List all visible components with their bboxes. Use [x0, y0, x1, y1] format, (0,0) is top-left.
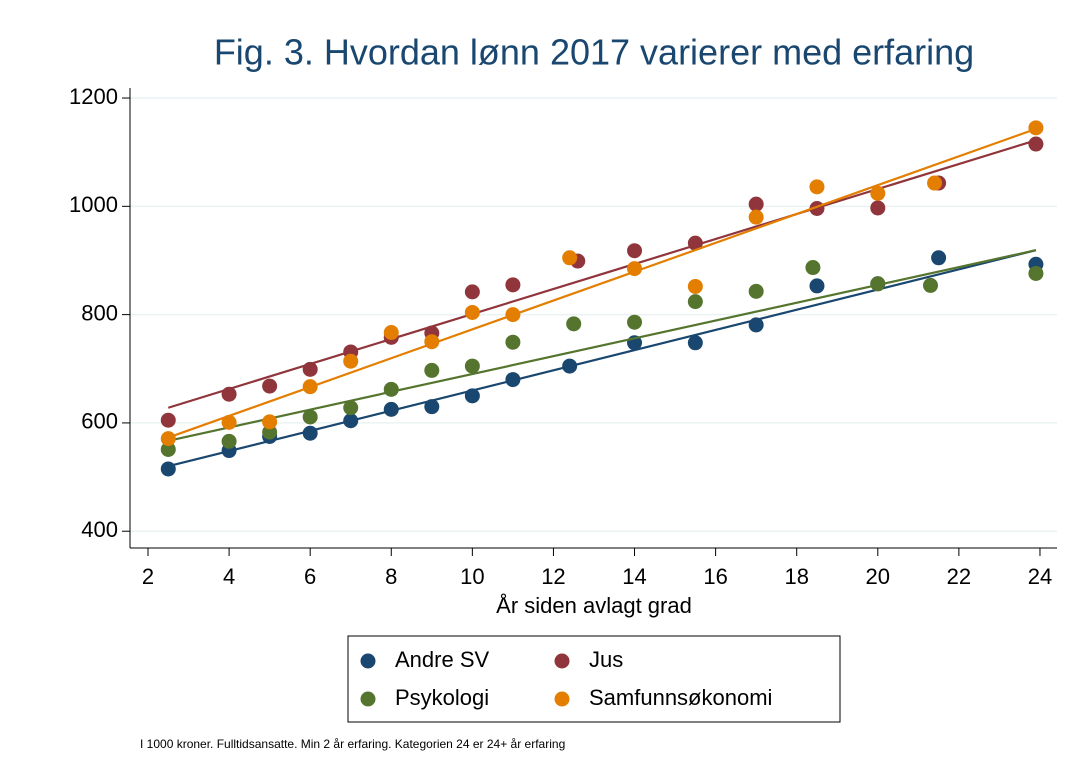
chart-title: Fig. 3. Hvordan lønn 2017 varierer med e… [214, 32, 974, 73]
point [805, 260, 821, 276]
point [262, 414, 278, 430]
point [505, 334, 521, 350]
point [424, 362, 440, 378]
point [160, 441, 176, 457]
point [343, 400, 359, 416]
point [927, 175, 943, 191]
point [505, 277, 521, 293]
point [221, 414, 237, 430]
point [627, 243, 643, 259]
point [424, 399, 440, 415]
point [464, 284, 480, 300]
y-tick-label: 1000 [69, 192, 118, 217]
legend-marker [554, 691, 570, 707]
x-tick-label: 22 [947, 564, 971, 589]
x-tick-label: 24 [1028, 564, 1052, 589]
point [464, 304, 480, 320]
x-tick-label: 4 [223, 564, 235, 589]
point [464, 358, 480, 374]
point [1028, 120, 1044, 136]
y-tick-label: 800 [81, 300, 118, 325]
point [221, 433, 237, 449]
point [566, 316, 582, 332]
point [809, 179, 825, 195]
legend-marker [360, 691, 376, 707]
point [262, 378, 278, 394]
point [870, 276, 886, 292]
x-tick-label: 14 [622, 564, 646, 589]
legend-label: Andre SV [395, 647, 489, 672]
fit-line [168, 249, 1037, 468]
point [748, 209, 764, 225]
point [160, 431, 176, 447]
point [687, 335, 703, 351]
y-tick-label: 600 [81, 409, 118, 434]
x-tick-label: 18 [784, 564, 808, 589]
point [748, 196, 764, 212]
fit-line [167, 139, 1037, 409]
point [302, 409, 318, 425]
x-axis-label: År siden avlagt grad [496, 593, 692, 618]
legend-marker [554, 653, 570, 669]
point [383, 381, 399, 397]
point [262, 424, 278, 440]
x-tick-label: 10 [460, 564, 484, 589]
point [1028, 136, 1044, 152]
point [627, 314, 643, 330]
legend-marker [360, 653, 376, 669]
point [383, 401, 399, 417]
note: I 1000 kroner. Fulltidsansatte. Min 2 år… [140, 737, 565, 751]
legend-label: Samfunnsøkonomi [589, 685, 772, 710]
x-tick-label: 6 [304, 564, 316, 589]
point [931, 250, 947, 266]
x-tick-label: 20 [866, 564, 890, 589]
x-tick-label: 16 [703, 564, 727, 589]
point [160, 461, 176, 477]
legend-label: Psykologi [395, 685, 489, 710]
point [809, 278, 825, 294]
point [343, 353, 359, 369]
point [870, 185, 886, 201]
point [383, 324, 399, 340]
point [870, 200, 886, 216]
x-tick-label: 8 [385, 564, 397, 589]
point [562, 250, 578, 266]
y-tick-label: 400 [81, 517, 118, 542]
fit-line [168, 249, 1037, 442]
point [160, 412, 176, 428]
legend [347, 635, 841, 723]
point [748, 283, 764, 299]
fit-line [167, 127, 1037, 439]
point [1028, 265, 1044, 281]
x-tick-label: 2 [142, 564, 154, 589]
point [687, 278, 703, 294]
legend-label: Jus [589, 647, 623, 672]
point [923, 277, 939, 293]
point [687, 294, 703, 310]
x-tick-label: 12 [541, 564, 565, 589]
y-tick-label: 1200 [69, 84, 118, 109]
